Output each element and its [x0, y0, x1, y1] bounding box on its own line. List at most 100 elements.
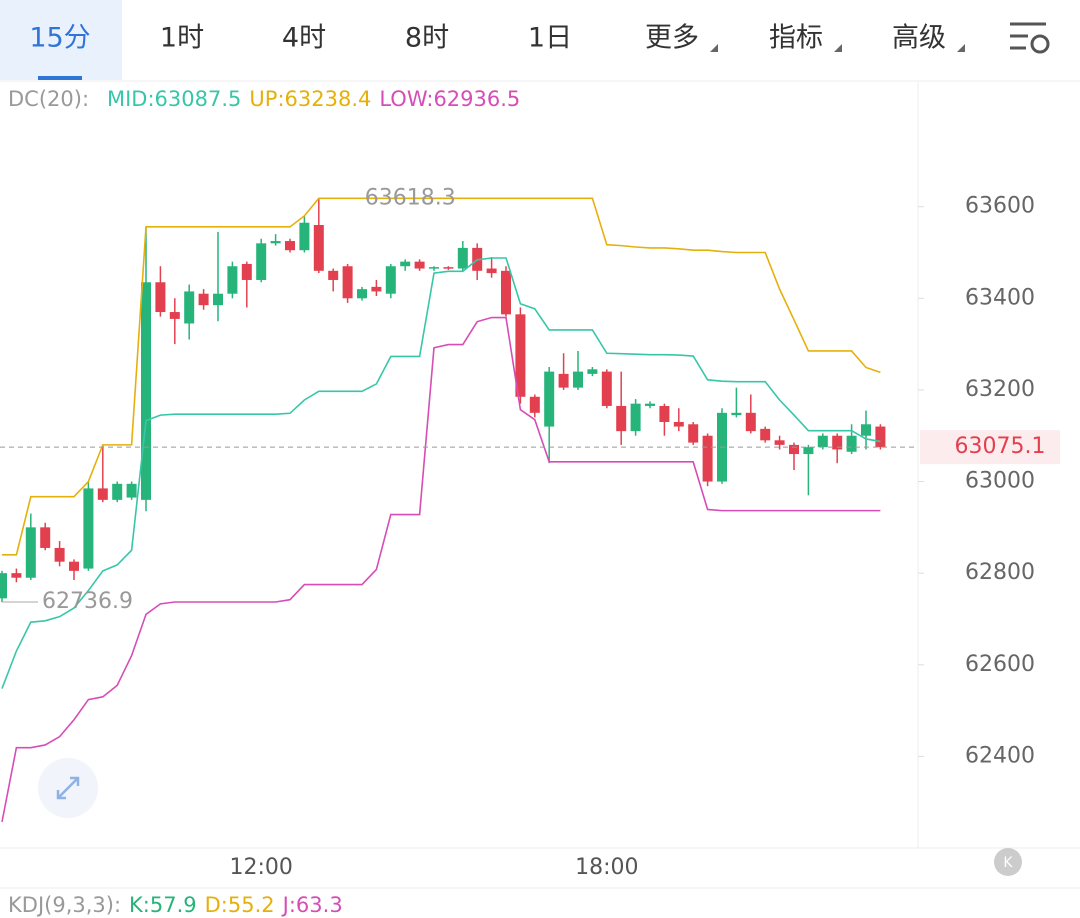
candle-body	[141, 282, 151, 500]
svg-text:K: K	[1003, 855, 1013, 871]
candle-body	[256, 243, 267, 280]
tab[interactable]: 指标	[769, 23, 823, 54]
candle-body	[400, 261, 411, 267]
tab-underline	[38, 76, 82, 80]
candle-body	[673, 421, 684, 427]
candle-body	[544, 371, 555, 427]
channel-line	[1, 316, 881, 823]
candle-body	[846, 435, 857, 452]
candle-body	[501, 270, 511, 315]
candle-body	[659, 405, 670, 422]
candle-body	[861, 424, 871, 436]
tab[interactable]: 1时	[160, 23, 204, 54]
last-price-label: 63075.1	[955, 434, 1046, 459]
candle-body	[385, 266, 396, 294]
channel-line	[2, 197, 881, 556]
candle-body	[342, 266, 353, 299]
candle-body	[83, 488, 94, 569]
candle-body	[112, 483, 123, 500]
candle-body	[227, 266, 238, 294]
candle-body	[573, 371, 583, 388]
y-tick-label: 63200	[965, 377, 1035, 402]
settings-icon[interactable]	[1010, 22, 1050, 54]
last-price-box	[920, 430, 1060, 465]
y-tick-label: 62800	[965, 560, 1035, 585]
tab[interactable]: 高级	[892, 23, 946, 54]
candle-body	[11, 573, 22, 578]
candle-body	[875, 426, 886, 448]
candle-body	[198, 293, 209, 306]
candle-body	[429, 267, 439, 269]
candle-body	[299, 222, 310, 251]
candle-body	[529, 396, 540, 413]
candle-body	[558, 373, 569, 388]
indicator-label: DC(20):	[8, 87, 89, 111]
kdj-legend-entry: K:57.9	[129, 893, 197, 917]
x-tick-label: 18:00	[575, 855, 638, 880]
candle-body	[54, 547, 65, 562]
candle-body	[745, 412, 756, 432]
candle-body	[616, 405, 627, 432]
tab-bar	[0, 0, 1080, 80]
candle-body	[40, 527, 51, 548]
candle-body	[789, 444, 799, 455]
candle-body	[688, 424, 699, 443]
kdj-legend-entry: J:63.3	[281, 893, 343, 917]
candle-body	[313, 225, 324, 271]
candle-body	[601, 371, 612, 406]
tab-selected-bg	[0, 0, 122, 80]
candle-body	[832, 435, 843, 450]
tab[interactable]: 15分	[29, 23, 90, 54]
candle-body	[760, 428, 771, 441]
candle-body	[515, 314, 526, 397]
tab[interactable]: 4时	[282, 23, 326, 54]
y-tick-label: 63400	[965, 285, 1035, 310]
candle-body	[97, 488, 108, 500]
candle-body	[457, 247, 468, 269]
dropdown-arrow	[834, 44, 842, 52]
candle-body	[587, 369, 598, 374]
candle-body	[731, 412, 742, 416]
reset-icon[interactable]: K	[994, 848, 1022, 876]
candle-body	[817, 435, 828, 448]
y-tick-label: 62600	[965, 652, 1035, 677]
high-marker-label: 63618.3	[365, 185, 456, 210]
dropdown-arrow	[957, 44, 965, 52]
dropdown-arrow	[710, 44, 718, 52]
candle-body	[702, 435, 713, 482]
candle-body	[241, 263, 252, 280]
tab[interactable]: 更多	[645, 23, 699, 54]
candle-body	[371, 286, 382, 292]
expand-icon[interactable]	[38, 758, 98, 818]
candle-body	[803, 447, 814, 455]
y-tick-label: 63600	[965, 194, 1035, 219]
y-tick-label: 62400	[965, 743, 1035, 768]
candle-body	[328, 270, 339, 280]
candle-body	[184, 291, 195, 324]
channel-line	[1, 257, 881, 689]
kdj-legend-entry: KDJ(9,3,3):	[8, 893, 121, 917]
candle-body	[69, 561, 79, 571]
legend-entry: UP:63238.4	[249, 87, 371, 111]
candle-body	[774, 440, 785, 445]
candle-body	[486, 268, 497, 274]
x-tick-label: 12:00	[229, 855, 292, 880]
kdj-legend-entry: D:55.2	[205, 893, 275, 917]
candle-body	[213, 293, 223, 306]
candle-body	[169, 312, 180, 319]
candle-body	[0, 573, 7, 599]
legend-entry: MID:63087.5	[107, 87, 241, 111]
tab[interactable]: 1日	[528, 23, 572, 54]
tab[interactable]: 8时	[405, 23, 449, 54]
candle-body	[270, 241, 281, 244]
candle-body	[645, 403, 655, 406]
candle-body	[285, 241, 295, 251]
candle-body	[357, 289, 367, 299]
candle-body	[155, 282, 166, 313]
y-tick-label: 63000	[965, 469, 1035, 494]
candle-body	[443, 267, 454, 269]
candle-body	[25, 527, 36, 578]
legend-entry: LOW:62936.5	[379, 87, 520, 111]
